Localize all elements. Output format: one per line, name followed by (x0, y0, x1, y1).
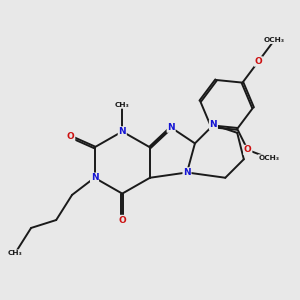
Text: OCH₃: OCH₃ (258, 155, 279, 161)
Text: N: N (91, 173, 98, 182)
Text: O: O (254, 57, 262, 66)
Text: OCH₃: OCH₃ (264, 37, 285, 43)
Text: O: O (67, 132, 75, 141)
Text: CH₃: CH₃ (115, 102, 130, 108)
Text: N: N (183, 168, 191, 177)
Text: N: N (118, 127, 126, 136)
Text: N: N (210, 120, 217, 129)
Text: CH₃: CH₃ (8, 250, 22, 256)
Text: O: O (118, 215, 126, 224)
Text: O: O (244, 146, 252, 154)
Text: N: N (167, 123, 175, 132)
